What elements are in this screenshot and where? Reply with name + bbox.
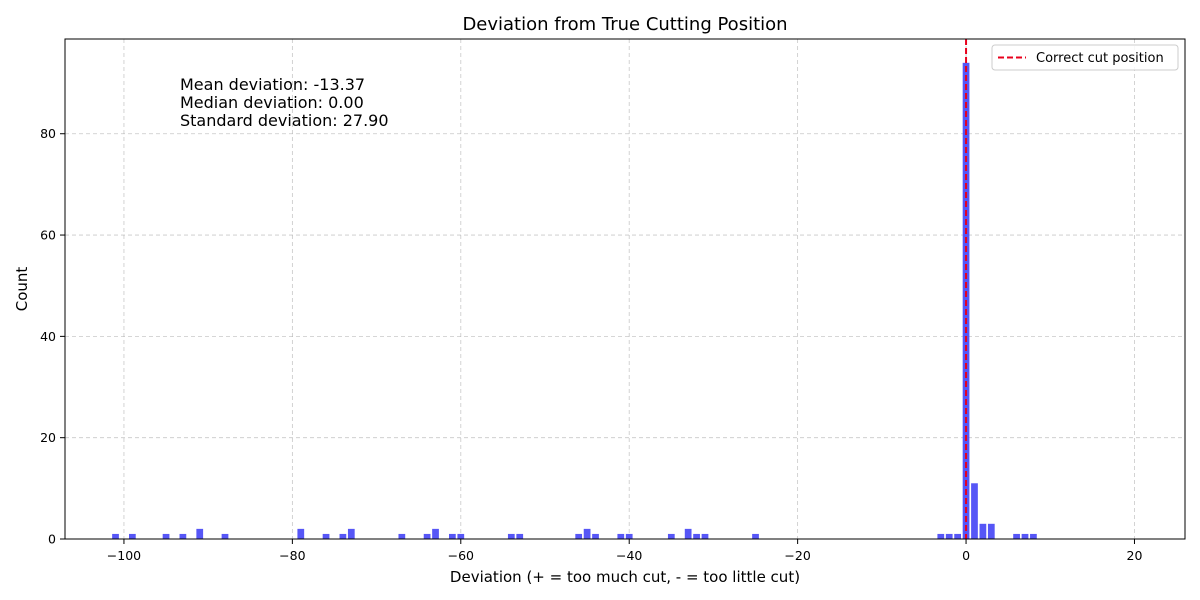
histogram-bar [162,533,170,539]
histogram-bar [322,533,330,539]
histogram-bar [979,523,987,539]
histogram-bar [987,523,995,539]
histogram-bar [971,483,978,539]
x-tick-label: −100 [107,548,141,563]
std-deviation-text: Standard deviation: 27.90 [180,111,389,130]
histogram-bar [221,533,229,539]
histogram-bar [449,533,456,539]
histogram-bar [432,528,439,539]
plot-frame [64,38,1186,540]
histogram-bar [339,533,347,539]
histogram-bar [423,533,431,539]
x-tick-label: 0 [962,548,970,563]
histogram-bar [684,528,692,539]
y-tick-label: 80 [40,126,56,141]
histogram-bar [583,528,591,539]
mean-deviation-text: Mean deviation: -13.37 [180,75,365,94]
histogram-bar [347,528,355,539]
y-axis: 0 20 40 60 80 [40,126,65,547]
legend: Correct cut position [991,44,1179,71]
histogram-bar [516,533,524,539]
y-tick-label: 40 [40,329,56,344]
histogram-bar [954,533,961,539]
x-tick-label: −40 [616,548,642,563]
x-tick-label: −20 [784,548,810,563]
histogram-bar [196,528,204,539]
histogram-bar [1021,533,1029,539]
histogram-bar [937,533,945,539]
histogram-bar [701,533,709,539]
histogram-bar [617,533,625,539]
y-tick-label: 20 [40,430,56,445]
histogram-bar [507,533,515,539]
histogram-bar [179,533,187,539]
y-tick-label: 60 [40,228,56,243]
histogram-bar [945,533,953,539]
histogram-bar [592,533,599,539]
stats-annotation: Mean deviation: -13.37 Median deviation:… [180,75,389,130]
histogram-bar [1013,533,1020,539]
histogram-bar [112,533,119,539]
y-tick-label: 0 [48,532,56,547]
legend-label: Correct cut position [1036,51,1164,66]
histogram-bar [575,533,583,539]
histogram-bar [752,533,759,539]
histogram-bar [297,528,305,539]
x-axis: −100 −80 −60 −40 −20 0 20 [107,539,1143,563]
histogram-bar [398,533,406,539]
chart-title: Deviation from True Cutting Position [462,14,787,35]
y-axis-label: Count [13,267,31,312]
x-tick-label: 20 [1127,548,1143,563]
x-tick-label: −60 [448,548,474,563]
x-tick-label: −80 [279,548,305,563]
histogram-bar [667,533,675,539]
x-axis-label: Deviation (+ = too much cut, - = too lit… [450,568,800,586]
median-deviation-text: Median deviation: 0.00 [180,93,364,112]
histogram-bar [693,533,700,539]
histogram-bar [129,533,136,539]
legend-box [991,44,1179,71]
histogram-bar [457,533,465,539]
histogram-bar [625,533,633,539]
histogram-bar [1030,533,1037,539]
